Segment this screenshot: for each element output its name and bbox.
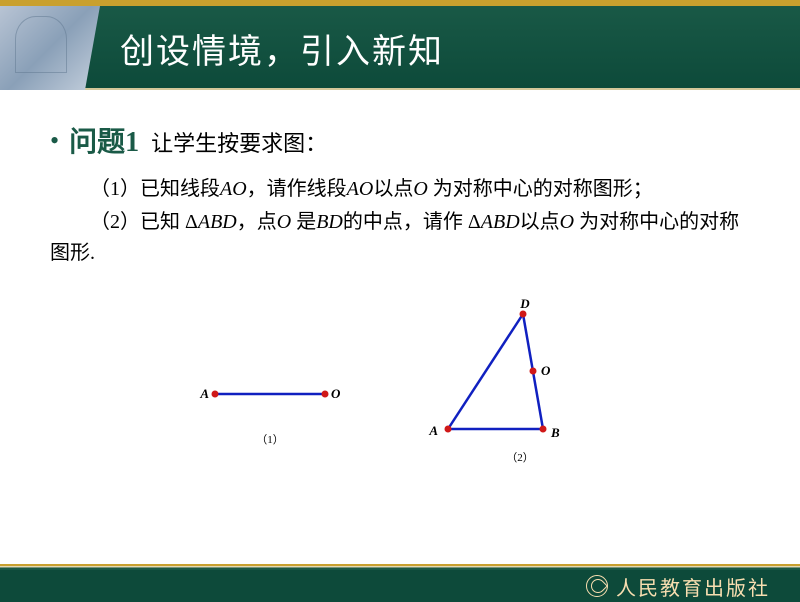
svg-text:O: O [331, 386, 341, 401]
footer-bar: 人民教育出版社 [0, 564, 800, 600]
svg-text:B: B [550, 425, 560, 440]
publisher-name: 人民教育出版社 [616, 572, 770, 601]
p1-text-c: 以点 [373, 178, 413, 200]
publisher-logo-icon [586, 575, 608, 597]
svg-text:A: A [199, 386, 209, 401]
p2-pt-O: O [277, 211, 291, 233]
p1-pt-O: O [413, 178, 427, 200]
p1-text-b: ，请作线段 [247, 178, 347, 200]
diagram-2-caption: （2） [470, 449, 570, 465]
p2-tri-ABD: ABD [198, 211, 237, 233]
question-label: 问题 [69, 127, 125, 158]
p2-text-e: 以点 [520, 211, 560, 233]
diagram-2-svg: ABDO [430, 304, 570, 444]
corner-decorative-image [0, 6, 100, 90]
footer-inner: 人民教育出版社 [0, 570, 800, 602]
diagram-1-svg: AO [205, 384, 335, 424]
p2-tri-ABD2: ABD [481, 211, 520, 233]
header-accent-line [0, 0, 800, 6]
p2-pt-O2: O [560, 211, 574, 233]
p1-seg-AO: AO [220, 178, 247, 200]
p2-text-b: ，点 [237, 211, 277, 233]
question-line: • 问题1 让学生按要求图： [50, 120, 750, 160]
p2-text-c: 是 [291, 211, 316, 233]
content-area: • 问题1 让学生按要求图： （1）已知线段AO，请作线段AO以点O 为对称中心… [0, 90, 800, 474]
p2-text-d: 的中点，请作 Δ [343, 211, 481, 233]
question-prompt: 让学生按要求图： [151, 131, 327, 156]
p2-text-a: （2）已知 Δ [90, 211, 198, 233]
slide-title: 创设情境，引入新知 [120, 24, 444, 73]
p1-text-a: （1）已知线段 [90, 178, 220, 200]
diagrams-area: AO （1） ABDO （2） [50, 304, 750, 474]
question-number: 1 [125, 127, 139, 158]
paragraph-1: （1）已知线段AO，请作线段AO以点O 为对称中心的对称图形； [50, 174, 750, 205]
p2-seg-BD: BD [316, 211, 343, 233]
p1-text-d: 为对称中心的对称图形； [428, 178, 653, 200]
bullet-icon: • [50, 126, 59, 155]
p1-seg-AO2: AO [347, 178, 374, 200]
svg-text:O: O [541, 363, 551, 378]
diagram-2: ABDO （2） [430, 304, 570, 465]
header-bar: 创设情境，引入新知 [0, 0, 800, 90]
svg-text:D: D [519, 296, 530, 311]
paragraph-2: （2）已知 ΔABD，点O 是BD的中点，请作 ΔABD以点O 为对称中心的对称… [50, 207, 750, 269]
diagram-1-caption: （1） [205, 431, 335, 447]
svg-text:A: A [428, 423, 438, 438]
diagram-1: AO （1） [205, 384, 335, 447]
